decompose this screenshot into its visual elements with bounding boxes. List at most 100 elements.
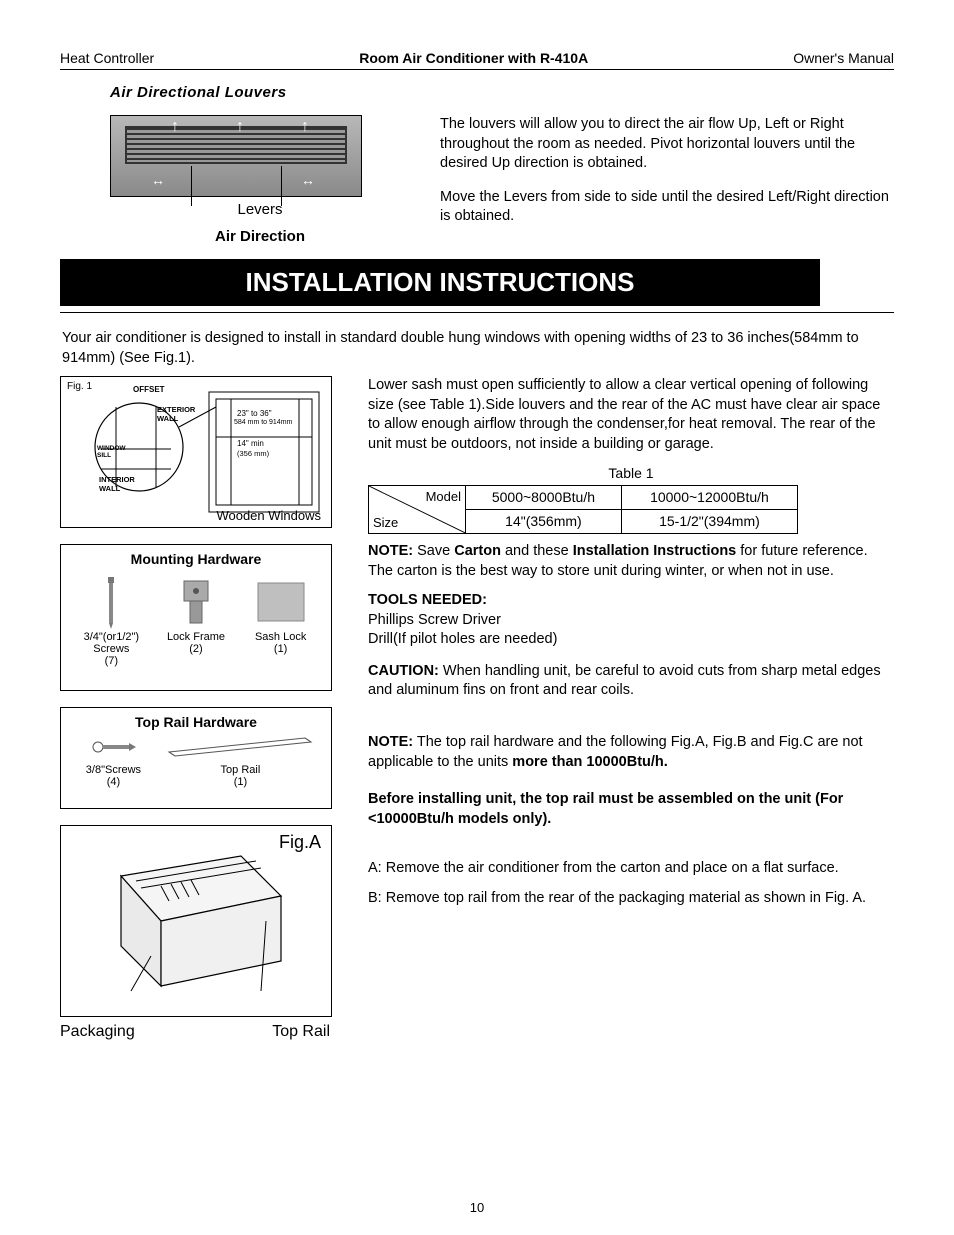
page-header: Heat Controller Room Air Conditioner wit… — [60, 50, 894, 69]
mounting-hardware-row: 3/4"(or1/2") Screws (7) Lock Frame (2) — [61, 573, 331, 675]
before-install-text: Before installing unit, the top rail mus… — [368, 790, 894, 829]
hw-sashlock-label: Sash Lock — [239, 631, 323, 643]
screw-icon — [69, 573, 153, 631]
hw-lockframe-label: Lock Frame — [154, 631, 238, 643]
header-left: Heat Controller — [60, 50, 154, 66]
louver-figure: ↑ ↑ ↑ ↔ ↔ — [110, 115, 362, 197]
fig-1: Fig. 1 OFFSET EXTERIOR WALL WINDOW SI — [60, 376, 332, 528]
table1-caption: Table 1 — [368, 464, 894, 483]
note-bold-carton: Carton — [454, 543, 501, 559]
hw-lockframe-qty: (2) — [154, 643, 238, 655]
step-b: B: Remove top rail from the rear of the … — [368, 889, 894, 909]
fig-a-diagram-icon — [61, 826, 331, 1016]
arrow-lr-icon: ↔ — [151, 172, 165, 188]
fig1-window-sill: WINDOW SILL — [97, 445, 137, 459]
page-number: 10 — [0, 1200, 954, 1215]
top-rail-qty: (1) — [164, 776, 316, 788]
table-cell: 15-1/2"(394mm) — [621, 510, 797, 534]
hw-screws-label: 3/4"(or1/2") Screws — [69, 631, 153, 655]
install-columns: Fig. 1 OFFSET EXTERIOR WALL WINDOW SI — [60, 376, 894, 1041]
header-center: Room Air Conditioner with R-410A — [359, 50, 588, 66]
table-diag-cell: Model Size — [369, 486, 466, 534]
mounting-hardware-box: Mounting Hardware 3/4"(or1/2") Screws (7… — [60, 544, 332, 691]
hw-screws: 3/4"(or1/2") Screws (7) — [69, 573, 153, 667]
note-prefix: NOTE: — [368, 543, 413, 559]
mounting-title: Mounting Hardware — [61, 545, 331, 573]
table-size-label: Size — [373, 514, 398, 532]
table-cell: 14"(356mm) — [466, 510, 622, 534]
note2-block: NOTE: The top rail hardware and the foll… — [368, 733, 894, 772]
top-screws-qty: (4) — [75, 776, 151, 788]
note-text: Save — [413, 543, 454, 559]
fig1-ext-wall: EXTERIOR WALL — [157, 405, 195, 423]
fig1-height-imp: 14" min — [237, 439, 264, 448]
tools-block: TOOLS NEEDED: Phillips Screw Driver Dril… — [368, 591, 894, 650]
fig-a-packaging-label: Packaging — [60, 1023, 135, 1041]
top-rail-label: Top Rail — [164, 764, 316, 776]
hw-lockframe: Lock Frame (2) — [154, 573, 238, 655]
arrow-lr-icon: ↔ — [301, 172, 315, 188]
fig-a: Fig.A — [60, 825, 332, 1017]
top-rail: Top Rail (1) — [164, 734, 316, 788]
note2-prefix: NOTE: — [368, 734, 413, 750]
fig1-width-imp: 23" to 36" — [237, 409, 272, 418]
tool-item: Phillips Screw Driver — [368, 611, 894, 631]
tool-item: Drill(If pilot holes are needed) — [368, 630, 894, 650]
louver-figure-block: ↑ ↑ ↑ ↔ ↔ Levers Air Direction — [110, 115, 410, 245]
arrow-up-icon: ↑ — [171, 118, 179, 136]
top-screws: 3/8"Screws (4) — [75, 734, 151, 788]
hw-sashlock: Sash Lock (1) — [239, 573, 323, 655]
header-right: Owner's Manual — [793, 50, 894, 66]
note2-bold: more than 10000Btu/h. — [512, 754, 668, 770]
fig1-int-wall: INTERIOR WALL — [99, 475, 139, 493]
top-rail-icon — [164, 734, 316, 764]
band-rule — [60, 312, 894, 313]
note-save: NOTE: Save Carton and these Installation… — [368, 542, 894, 581]
table-row: Model Size 5000~8000Btu/h 10000~12000Btu… — [369, 486, 798, 510]
step-a: A: Remove the air conditioner from the c… — [368, 859, 894, 879]
intro-text: Your air conditioner is designed to inst… — [62, 329, 894, 368]
louver-paragraph-1: The louvers will allow you to direct the… — [440, 115, 894, 174]
note-text: and these — [501, 543, 573, 559]
manual-page: Heat Controller Room Air Conditioner wit… — [0, 0, 954, 1235]
note-bold-instructions: Installation Instructions — [573, 543, 737, 559]
table-cell: 10000~12000Btu/h — [621, 486, 797, 510]
caution-text: When handling unit, be careful to avoid … — [368, 663, 881, 699]
caution-block: CAUTION: When handling unit, be careful … — [368, 662, 894, 701]
top-rail-title: Top Rail Hardware — [61, 708, 331, 734]
header-rule — [60, 69, 894, 70]
installation-band: INSTALLATION INSTRUCTIONS — [60, 259, 820, 306]
fig-a-callouts: Packaging Top Rail — [60, 1023, 330, 1041]
top-rail-row: 3/8"Screws (4) Top Rail (1) — [61, 734, 331, 796]
lock-frame-icon — [154, 573, 238, 631]
tools-heading: TOOLS NEEDED: — [368, 591, 894, 611]
callout-line — [191, 166, 192, 206]
sash-lock-icon — [239, 573, 323, 631]
louver-text: The louvers will allow you to direct the… — [440, 115, 894, 245]
right-para1: Lower sash must open sufficiently to all… — [368, 376, 894, 454]
hw-screws-qty: (7) — [69, 655, 153, 667]
top-screws-label: 3/8"Screws — [75, 764, 151, 776]
table-cell: 5000~8000Btu/h — [466, 486, 622, 510]
hw-sashlock-qty: (1) — [239, 643, 323, 655]
table-1: Model Size 5000~8000Btu/h 10000~12000Btu… — [368, 485, 798, 534]
fig1-height-mm: (356 mm) — [237, 449, 269, 458]
step-list: A: Remove the air conditioner from the c… — [368, 859, 894, 908]
fig1-width-mm: 584 mm to 914mm — [234, 419, 292, 426]
left-column: Fig. 1 OFFSET EXTERIOR WALL WINDOW SI — [60, 376, 340, 1041]
fig-a-toprail-label: Top Rail — [272, 1023, 330, 1041]
levers-label: Levers — [110, 201, 410, 218]
small-screw-icon — [75, 734, 151, 764]
air-direction-caption: Air Direction — [110, 228, 410, 245]
arrow-up-icon: ↑ — [301, 118, 309, 136]
fig1-bottom-label: Wooden Windows — [216, 508, 321, 523]
section-title-louvers: Air Directional Louvers — [110, 84, 894, 101]
louvers-row: ↑ ↑ ↑ ↔ ↔ Levers Air Direction The louve… — [60, 115, 894, 245]
right-column: Lower sash must open sufficiently to all… — [368, 376, 894, 1041]
table-model-label: Model — [426, 488, 461, 506]
louver-paragraph-2: Move the Levers from side to side until … — [440, 188, 894, 227]
top-rail-box: Top Rail Hardware 3/8"Screws (4) Top Rai — [60, 707, 332, 809]
caution-prefix: CAUTION: — [368, 663, 439, 679]
callout-line — [281, 166, 282, 206]
arrow-up-icon: ↑ — [236, 118, 244, 136]
